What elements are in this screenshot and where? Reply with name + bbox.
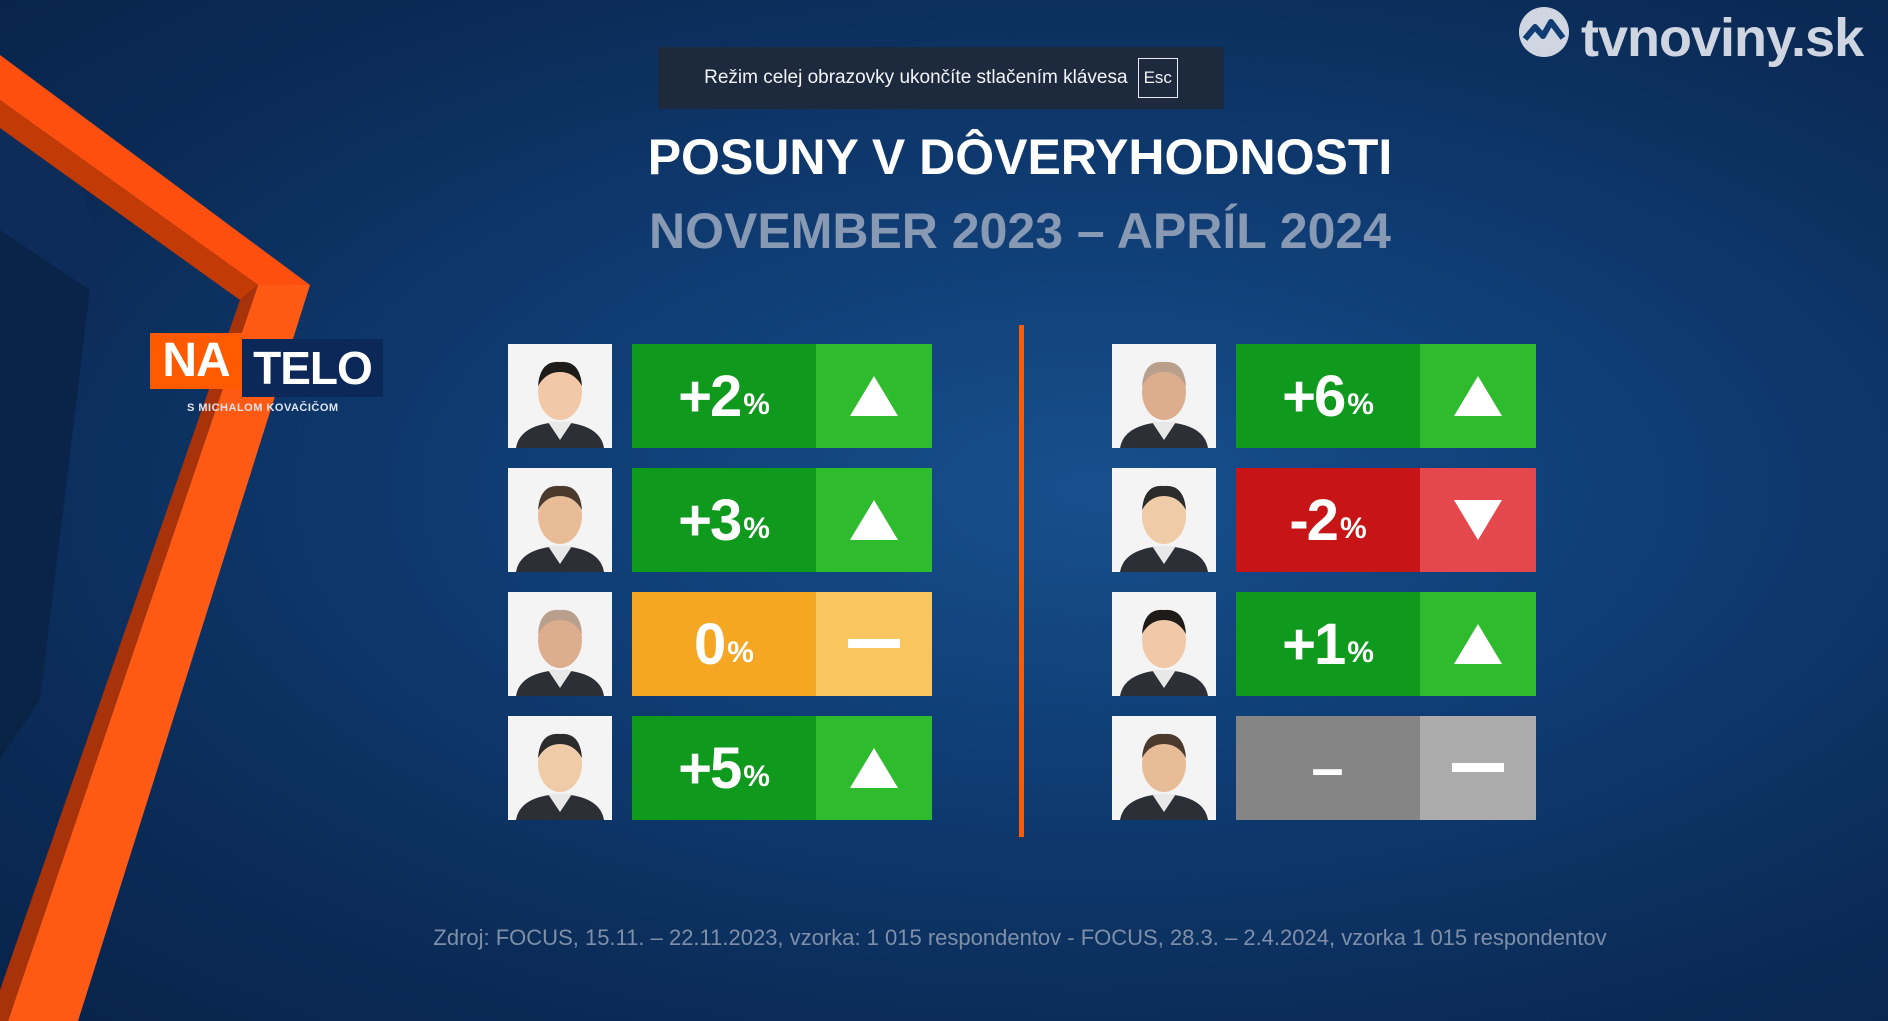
politician-photo [508, 592, 612, 696]
change-value: +6% [1236, 344, 1420, 448]
change-value: – [1236, 716, 1420, 820]
source-note: Zdroj: FOCUS, 15.11. – 22.11.2023, vzork… [433, 925, 1607, 950]
dash-icon [1420, 716, 1536, 820]
logo-telo: TELO [242, 339, 383, 397]
politician-photo [1112, 344, 1216, 448]
change-value: +5% [632, 716, 816, 820]
right-row-3: +1% [1112, 592, 1536, 696]
arrow-up-icon [816, 716, 932, 820]
tvnoviny-logo-icon [1517, 5, 1571, 72]
column-divider [1019, 325, 1024, 837]
page-subtitle: NOVEMBER 2023 – APRÍL 2024 [649, 203, 1391, 259]
tvnoviny-brand[interactable]: tvnoviny.sk [1517, 5, 1864, 72]
percent-sign: % [727, 636, 754, 669]
left-row-2: +3% [508, 468, 932, 572]
arrow-up-icon [1420, 344, 1536, 448]
politician-photo [1112, 468, 1216, 572]
change-value: +3% [632, 468, 816, 572]
change-value: 0% [632, 592, 816, 696]
left-row-1: +2% [508, 344, 932, 448]
percent-sign: % [1347, 388, 1374, 421]
right-row-4: – [1112, 716, 1536, 820]
percent-sign: % [743, 760, 770, 793]
arrow-up-icon [1420, 592, 1536, 696]
esc-key-badge: Esc [1137, 58, 1178, 98]
left-row-4: +5% [508, 716, 932, 820]
change-number: – [1311, 735, 1343, 801]
arrow-up-icon [816, 344, 932, 448]
change-value: -2% [1236, 468, 1420, 572]
page-title: POSUNY V DÔVERYHODNOSTI [647, 129, 1393, 185]
change-number: +3 [678, 487, 742, 553]
fullscreen-notice-text: Režim celej obrazovky ukončíte stlačením… [704, 67, 1128, 88]
politician-photo [508, 468, 612, 572]
change-value: +1% [1236, 592, 1420, 696]
decorative-stripes [0, 55, 310, 1021]
left-row-3: 0% [508, 592, 932, 696]
politician-photo [1112, 716, 1216, 820]
logo-na: NA [150, 333, 242, 389]
logo-subtitle: S MICHALOM KOVAČIČOM [187, 402, 339, 414]
right-row-1: +6% [1112, 344, 1536, 448]
fullscreen-notice: Režim celej obrazovky ukončíte stlačením… [658, 47, 1224, 109]
change-number: +6 [1282, 363, 1346, 429]
change-number: -2 [1289, 487, 1339, 553]
right-row-2: -2% [1112, 468, 1536, 572]
dash-icon [816, 592, 932, 696]
change-number: +1 [1282, 611, 1346, 677]
percent-sign: % [1339, 512, 1367, 545]
change-number: +2 [678, 363, 742, 429]
change-number: 0 [694, 611, 726, 677]
politician-photo [1112, 592, 1216, 696]
percent-sign: % [743, 512, 770, 545]
change-value: +2% [632, 344, 816, 448]
tvnoviny-brand-text: tvnoviny.sk [1581, 8, 1864, 68]
arrow-up-icon [816, 468, 932, 572]
percent-sign: % [743, 388, 770, 421]
politician-photo [508, 716, 612, 820]
politician-photo [508, 344, 612, 448]
arrow-down-icon [1420, 468, 1536, 572]
change-number: +5 [678, 735, 742, 801]
percent-sign: % [1347, 636, 1374, 669]
